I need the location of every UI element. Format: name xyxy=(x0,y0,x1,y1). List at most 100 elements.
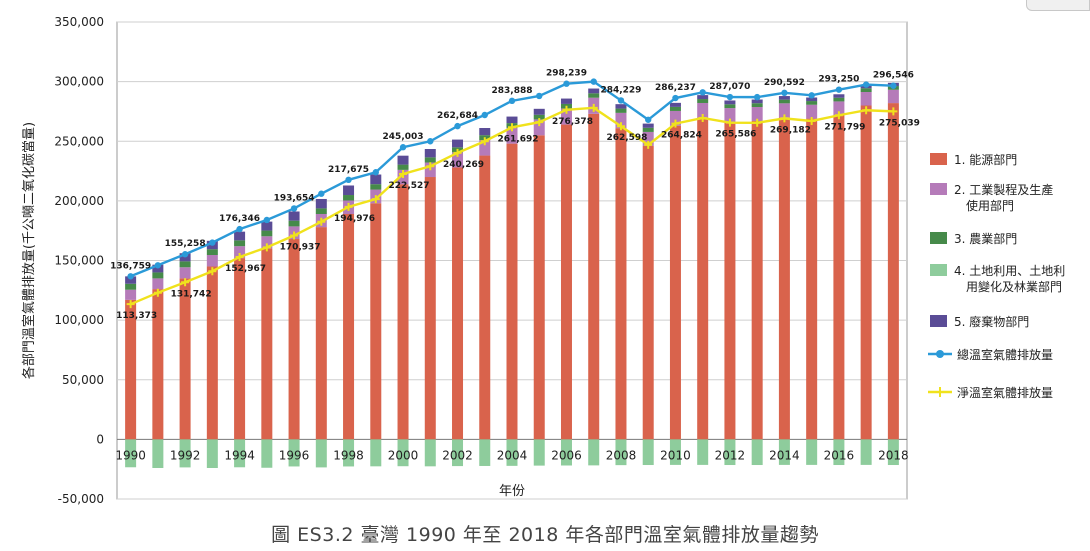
bar-segment-5 xyxy=(669,102,681,107)
bar-segment-3 xyxy=(343,195,355,201)
total-point xyxy=(508,97,516,105)
net-point xyxy=(862,106,871,115)
x-axis-title: 年份 xyxy=(499,484,525,499)
bar-segment-2 xyxy=(206,255,218,267)
total-data-label: 284,229 xyxy=(600,85,641,95)
y-axis-title: 各部門溫室氣體排放量(千公噸二氧化碳當量) xyxy=(21,122,37,379)
net-point xyxy=(780,114,789,123)
net-point xyxy=(834,111,843,120)
total-point xyxy=(781,89,788,97)
bar-segment-3 xyxy=(288,220,300,227)
legend-swatch-5 xyxy=(930,315,947,327)
net-point xyxy=(671,119,680,128)
total-data-label: 287,070 xyxy=(709,82,750,92)
bar-segment-3 xyxy=(642,127,654,132)
bar-segment-1 xyxy=(751,120,763,440)
bar-segment-5 xyxy=(288,211,300,221)
bar-segment-2 xyxy=(261,236,273,249)
bar-segment-5 xyxy=(370,174,382,185)
bar-segment-5 xyxy=(479,128,491,136)
bar-segment-1 xyxy=(206,266,218,440)
bar-segment-4 xyxy=(560,439,572,466)
bar-segment-4 xyxy=(261,439,273,468)
total-point xyxy=(154,262,162,269)
net-point xyxy=(371,195,380,204)
x-tick-label: 1990 xyxy=(115,448,146,462)
bar-segment-3 xyxy=(751,103,763,108)
bar-segment-5 xyxy=(315,198,327,209)
legend-label: 5. 廢棄物部門 xyxy=(954,314,1029,329)
total-point xyxy=(481,111,488,119)
bar-segment-4 xyxy=(234,439,246,468)
total-point xyxy=(808,92,815,99)
total-point xyxy=(672,94,679,102)
bar-segment-4 xyxy=(479,439,491,466)
total-point xyxy=(318,190,325,197)
bar-segment-4 xyxy=(206,439,218,468)
bar-segment-2 xyxy=(806,104,818,119)
net-point xyxy=(589,103,598,112)
total-point xyxy=(290,205,298,212)
bar-segment-5 xyxy=(261,221,273,231)
total-point xyxy=(372,169,379,176)
bar-segment-3 xyxy=(833,97,845,102)
net-data-label: 222,527 xyxy=(389,181,430,191)
bar-segment-4 xyxy=(642,439,654,466)
bar-segment-5 xyxy=(424,149,436,158)
net-data-label: 265,586 xyxy=(715,130,756,140)
bar-segment-1 xyxy=(152,289,164,440)
total-point xyxy=(563,80,570,87)
net-point xyxy=(725,118,734,127)
x-tick-label: 1992 xyxy=(170,448,201,462)
net-data-label: 271,799 xyxy=(824,122,865,132)
y-tick-label: 200,000 xyxy=(54,194,104,208)
bar-segment-2 xyxy=(125,289,137,300)
net-point xyxy=(399,170,408,179)
total-data-label: 290,592 xyxy=(764,78,805,88)
bar-segment-4 xyxy=(806,439,818,465)
x-tick-label: 2008 xyxy=(606,448,637,462)
bar-segment-1 xyxy=(125,299,137,440)
x-tick-label: 2010 xyxy=(660,448,691,462)
y-tick-label: 350,000 xyxy=(54,15,104,29)
total-data-label: 296,546 xyxy=(873,71,914,81)
bar-segment-5 xyxy=(833,94,845,98)
bar-segment-5 xyxy=(642,123,654,128)
bar-segment-5 xyxy=(152,264,164,273)
net-point xyxy=(262,243,271,252)
bar-segment-3 xyxy=(697,99,709,103)
bar-segment-1 xyxy=(288,239,300,440)
bar-segment-4 xyxy=(179,439,191,468)
bar-segment-5 xyxy=(560,98,572,104)
bar-segment-3 xyxy=(533,114,545,120)
total-data-label: 286,237 xyxy=(655,83,696,93)
legend-label: 4. 土地利用、土地利 xyxy=(954,264,1065,278)
bar-segment-1 xyxy=(234,258,246,440)
total-point xyxy=(345,176,352,183)
net-point xyxy=(562,105,571,114)
bar-segment-4 xyxy=(343,439,355,467)
total-point xyxy=(617,97,625,104)
bar-segment-5 xyxy=(588,88,600,94)
legend-label: 1. 能源部門 xyxy=(954,152,1017,167)
total-data-label: 245,003 xyxy=(383,132,424,142)
net-point xyxy=(181,278,190,287)
bar-segment-1 xyxy=(424,177,436,440)
bar-segment-1 xyxy=(179,278,191,440)
legend-label: 3. 農業部門 xyxy=(954,231,1017,246)
net-point xyxy=(426,162,435,171)
net-data-label: 264,824 xyxy=(661,131,702,141)
total-point xyxy=(645,116,652,123)
bar-segment-2 xyxy=(533,119,545,136)
net-data-label: 240,269 xyxy=(443,160,484,170)
bar-segment-1 xyxy=(343,213,355,440)
total-point xyxy=(209,239,216,246)
total-point xyxy=(862,81,870,88)
bar-segment-4 xyxy=(588,439,600,466)
net-point xyxy=(344,202,353,211)
bar-segment-3 xyxy=(125,283,137,290)
net-point xyxy=(889,107,898,116)
bar-segment-2 xyxy=(833,101,845,116)
bar-segment-4 xyxy=(424,439,436,467)
bar-segment-4 xyxy=(724,439,736,466)
